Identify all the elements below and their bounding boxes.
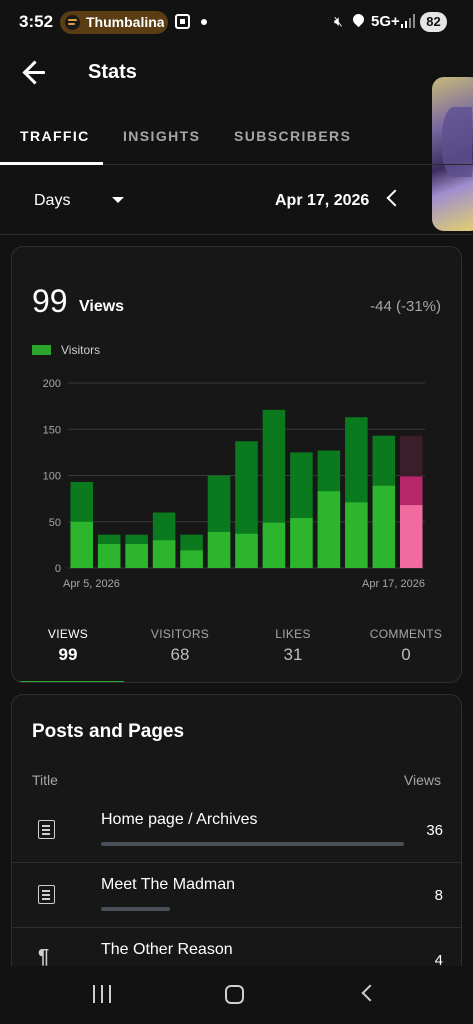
tab-traffic[interactable]: TRAFFIC <box>20 128 90 144</box>
y-tick-label: 0 <box>55 563 61 575</box>
summary-label: COMMENTS <box>369 627 443 641</box>
app-bar: Stats <box>0 48 473 98</box>
summary-value: 68 <box>170 645 190 664</box>
y-tick-label: 50 <box>49 517 61 529</box>
legend-label-visitors: Visitors <box>61 343 101 357</box>
summary-label: LIKES <box>275 627 311 641</box>
summary-value: 99 <box>58 645 78 664</box>
visitors-bar <box>372 485 396 568</box>
views-share-bar <box>101 842 404 846</box>
stats-summary: VIEWS 99 VISITORS 68 LIKES 31 COMMENTS 0 <box>12 627 461 682</box>
battery-level: 82 <box>420 12 447 32</box>
posts-and-pages-card: Posts and Pages Title Views Home page / … <box>11 694 462 984</box>
views-label: Views <box>79 298 125 315</box>
visitors-bar <box>262 522 286 568</box>
screen-record-icon <box>175 14 190 29</box>
visitors-bar <box>290 518 313 568</box>
visitors-bar <box>345 502 368 568</box>
x-tick-label: Apr 17, 2026 <box>362 578 425 590</box>
tab-subscribers[interactable]: SUBSCRIBERS <box>234 128 352 144</box>
summary-active-indicator <box>12 681 124 682</box>
summary-label: VISITORS <box>150 627 210 641</box>
status-time: 3:52 <box>19 12 54 31</box>
post-title: The Other Reason <box>101 941 233 958</box>
summary-value: 0 <box>401 645 411 664</box>
period-dropdown[interactable]: Days <box>34 192 71 209</box>
x-tick-label: Apr 5, 2026 <box>63 578 120 590</box>
visitors-bar <box>317 491 341 568</box>
visitors-bar <box>400 505 423 568</box>
home-icon[interactable] <box>225 985 244 1004</box>
page-title: Stats <box>88 61 137 83</box>
stats-card: 99 Views -44 (-31%) Visitors 0 50 100 150 20… <box>11 246 462 683</box>
mute-icon: 🔇︎ <box>334 13 343 29</box>
post-title: Meet The Madman <box>101 876 235 893</box>
recents-icon[interactable] <box>92 985 112 1003</box>
summary-comments[interactable]: COMMENTS 0 <box>350 627 461 665</box>
post-views: 8 <box>434 887 443 904</box>
previous-period-icon[interactable] <box>386 189 404 207</box>
list-item[interactable]: Home page / Archives 36 <box>12 798 461 863</box>
list-item[interactable]: ¶ The Other Reason 4 <box>12 928 461 984</box>
y-tick-label: 150 <box>43 424 61 436</box>
pilcrow-icon: ¶ <box>38 946 50 968</box>
list-item[interactable]: Meet The Madman 8 <box>12 863 461 928</box>
status-bar: 3:52 Thumbalina 🔇︎ 5G+ 82 <box>0 0 473 44</box>
chevron-down-icon[interactable] <box>112 197 124 203</box>
summary-label: VIEWS <box>47 627 89 641</box>
network-type: 5G+ <box>371 13 400 30</box>
column-header-views: Views <box>403 772 441 788</box>
selected-date: Apr 17, 2026 <box>275 192 370 209</box>
floating-media-thumbnail[interactable] <box>432 77 473 231</box>
system-navigation-bar <box>0 966 473 1024</box>
location-icon <box>350 11 367 28</box>
notification-dot-icon <box>201 19 207 25</box>
media-playing-pill[interactable]: Thumbalina <box>60 11 168 34</box>
back-arrow-icon[interactable] <box>21 57 51 87</box>
views-count: 99 <box>32 283 68 319</box>
visitors-bar <box>70 521 93 568</box>
visitors-bar <box>97 543 121 568</box>
visitors-bar <box>235 533 258 568</box>
tab-bar: TRAFFIC INSIGHTS SUBSCRIBERS <box>0 110 473 165</box>
visitors-bar <box>152 540 176 568</box>
period-selector-row: Days Apr 17, 2026 <box>0 166 473 235</box>
views-bar-chart[interactable]: 0 50 100 150 200 Apr 5, 2026 Apr 17, 2026 <box>12 371 462 601</box>
tab-active-indicator <box>0 162 103 165</box>
y-tick-label: 100 <box>43 471 61 483</box>
visitors-bar <box>125 543 148 568</box>
column-header-title: Title <box>32 772 58 788</box>
signal-icon <box>401 14 415 28</box>
y-tick-label: 200 <box>43 378 61 390</box>
section-title: Posts and Pages <box>32 721 185 742</box>
summary-value: 31 <box>283 645 303 664</box>
visitors-bar <box>207 531 231 568</box>
post-title: Home page / Archives <box>101 811 258 828</box>
media-app-label: Thumbalina <box>86 14 164 30</box>
post-views: 36 <box>426 822 443 839</box>
tab-insights[interactable]: INSIGHTS <box>123 128 201 144</box>
legend-swatch-visitors <box>32 345 51 355</box>
visitors-bar <box>180 550 203 568</box>
summary-visitors[interactable]: VISITORS 68 <box>124 627 236 665</box>
page-icon <box>38 820 55 839</box>
summary-likes[interactable]: LIKES 31 <box>237 627 349 665</box>
page-icon <box>38 885 55 904</box>
summary-views[interactable]: VIEWS 99 <box>12 627 124 665</box>
views-change: -44 (-31%) <box>370 298 441 315</box>
post-views: 4 <box>434 952 443 969</box>
views-share-bar <box>101 907 170 911</box>
spotify-icon <box>65 15 80 30</box>
back-icon[interactable] <box>361 984 379 1002</box>
